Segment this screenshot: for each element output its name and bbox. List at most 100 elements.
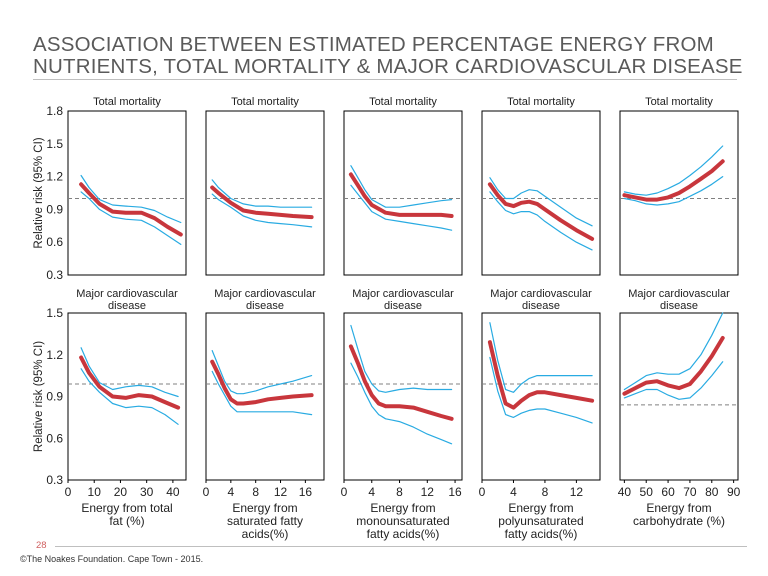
panel-title: Total mortality <box>369 96 437 108</box>
ci-lower-line <box>350 362 453 445</box>
x-tick-label: 8 <box>396 485 403 499</box>
estimate-line <box>210 185 314 220</box>
x-tick-label: 50 <box>640 485 654 499</box>
chart-panel: Total mortality 0.3 0.6 0.9 1.2 1.5 1.8 Relativ… <box>33 96 187 282</box>
ci-lower-line <box>489 356 593 424</box>
title-divider <box>33 79 737 80</box>
y-tick-label: 0.6 <box>46 235 63 249</box>
y-tick-label: 1.2 <box>46 170 63 184</box>
ci-lower-line <box>80 191 182 245</box>
x-axis-label: carbohydrate (%) <box>633 514 725 528</box>
x-tick-label: 8 <box>542 485 549 499</box>
x-tick-label: 4 <box>510 485 517 499</box>
chart-panel: Total mortality <box>343 96 463 276</box>
ci-upper-line <box>80 347 179 398</box>
x-axis-label: polyunsaturated <box>498 514 583 528</box>
chart-panel: Total mortality <box>619 96 739 276</box>
slide-title: ASSOCIATION BETWEEN ESTIMATED PERCENTAGE… <box>33 34 753 78</box>
panel-title: Major cardiovascular <box>352 288 454 300</box>
chart-panel: Total mortality <box>481 96 601 276</box>
x-axis-label: saturated fatty <box>227 514 303 528</box>
panel-title: Total mortality <box>93 96 161 108</box>
estimate-line <box>79 182 183 237</box>
estimate-line <box>348 172 454 218</box>
estimate-line <box>622 159 725 202</box>
panel-title: disease <box>660 300 698 312</box>
ci-lower-line <box>211 370 313 416</box>
panel-frame <box>481 110 601 276</box>
x-tick-label: 16 <box>299 485 313 499</box>
panel-frame <box>67 312 187 481</box>
panel-frame <box>343 110 463 276</box>
x-tick-label: 60 <box>661 485 675 499</box>
estimate-line <box>348 344 454 421</box>
ci-upper-line <box>489 322 593 393</box>
y-tick-label: 1.5 <box>46 306 63 320</box>
x-tick-label: 0 <box>341 485 348 499</box>
x-tick-label: 90 <box>727 485 741 499</box>
panel-frame <box>343 312 463 481</box>
x-tick-label: 12 <box>570 485 584 499</box>
x-tick-label: 30 <box>140 485 154 499</box>
x-tick-label: 10 <box>88 485 102 499</box>
title-line-2: NUTRIENTS, TOTAL MORTALITY & MAJOR CARDI… <box>33 55 743 78</box>
panel-title: disease <box>384 300 422 312</box>
ci-upper-line <box>623 312 724 391</box>
panel-frame <box>619 312 739 481</box>
estimate-line <box>487 340 595 410</box>
ci-upper-line <box>623 145 724 196</box>
x-tick-label: 0 <box>479 485 486 499</box>
ci-upper-line <box>350 324 453 393</box>
y-tick-label: 0.9 <box>46 390 63 404</box>
ci-upper-line <box>350 165 453 208</box>
x-axis-label: acids(%) <box>242 527 289 541</box>
x-tick-label: 4 <box>227 485 234 499</box>
y-axis-label: Relative risk (95% CI) <box>33 137 45 248</box>
y-tick-label: 0.3 <box>46 268 63 282</box>
panel-title: Total mortality <box>507 96 575 108</box>
ci-upper-line <box>211 179 313 208</box>
ci-upper-line <box>80 174 182 224</box>
x-tick-label: 40 <box>618 485 632 499</box>
ci-lower-line <box>211 193 313 228</box>
panel-frame <box>205 312 325 481</box>
x-axis-label: Energy from <box>370 501 435 515</box>
x-tick-label: 0 <box>203 485 210 499</box>
x-axis-label: Energy from total <box>81 501 172 515</box>
panel-frame <box>619 110 739 276</box>
ci-lower-line <box>350 184 453 231</box>
estimate-line <box>79 355 181 410</box>
x-axis-label: Energy from <box>646 501 711 515</box>
panel-title: Total mortality <box>231 96 299 108</box>
x-tick-label: 4 <box>368 485 375 499</box>
estimate-line <box>622 336 725 396</box>
page-number: 28 <box>36 540 47 551</box>
x-tick-label: 0 <box>65 485 72 499</box>
x-axis-label: Energy from <box>508 501 573 515</box>
ci-lower-line <box>623 176 724 206</box>
panel-title: Total mortality <box>645 96 713 108</box>
y-tick-label: 1.8 <box>46 104 63 118</box>
x-tick-label: 16 <box>448 485 462 499</box>
ci-upper-line <box>211 350 313 395</box>
panel-title: disease <box>108 300 146 312</box>
panel-title: disease <box>246 300 284 312</box>
x-axis-label: monounsaturated <box>356 514 449 528</box>
panel-title: Major cardiovascular <box>490 288 592 300</box>
y-tick-label: 1.2 <box>46 348 63 362</box>
panel-frame <box>205 110 325 276</box>
ci-upper-line <box>489 177 593 227</box>
title-line-1: ASSOCIATION BETWEEN ESTIMATED PERCENTAGE… <box>33 33 714 56</box>
panel-title: disease <box>522 300 560 312</box>
x-tick-label: 40 <box>166 485 180 499</box>
y-tick-label: 0.6 <box>46 431 63 445</box>
x-tick-label: 80 <box>705 485 719 499</box>
y-tick-label: 0.3 <box>46 473 63 487</box>
y-tick-label: 1.5 <box>46 137 63 151</box>
